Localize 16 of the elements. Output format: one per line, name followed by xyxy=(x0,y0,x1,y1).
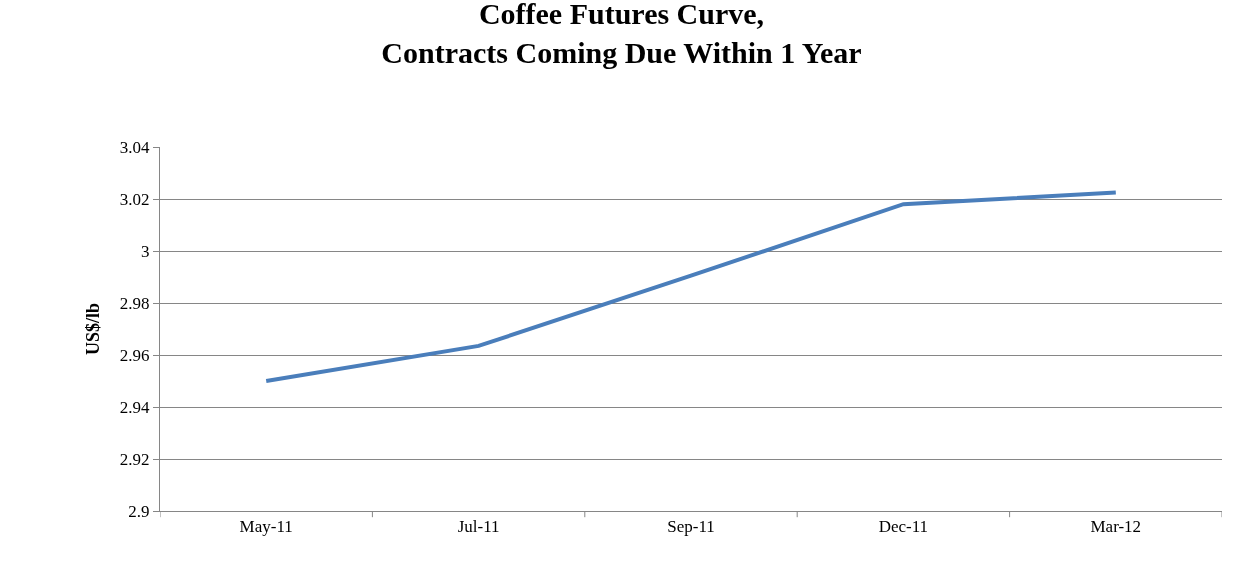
y-tick-label: 2.92 xyxy=(119,449,150,469)
y-tick-label: 2.9 xyxy=(128,501,150,521)
x-tick-label: Mar-12 xyxy=(1090,517,1142,537)
y-tick-label: 3.02 xyxy=(119,189,150,209)
y-tick-label: 2.94 xyxy=(119,397,151,417)
y-tick-label: 3.04 xyxy=(119,137,151,157)
x-tick-label: Sep-11 xyxy=(667,517,715,537)
x-tick-label: Jul-11 xyxy=(457,517,500,537)
x-tick-label: Dec-11 xyxy=(878,517,929,537)
y-tick-label: 3 xyxy=(141,241,150,261)
y-tick-label: 2.96 xyxy=(119,345,150,365)
chart-title: Coffee Futures Curve, Contracts Coming Due Within 1 Year xyxy=(381,0,862,69)
line-series xyxy=(264,190,1118,383)
y-tick-label: 2.98 xyxy=(119,293,150,313)
y-axis-title: US$/lb xyxy=(83,302,104,356)
x-tick-label: May-11 xyxy=(239,517,293,537)
